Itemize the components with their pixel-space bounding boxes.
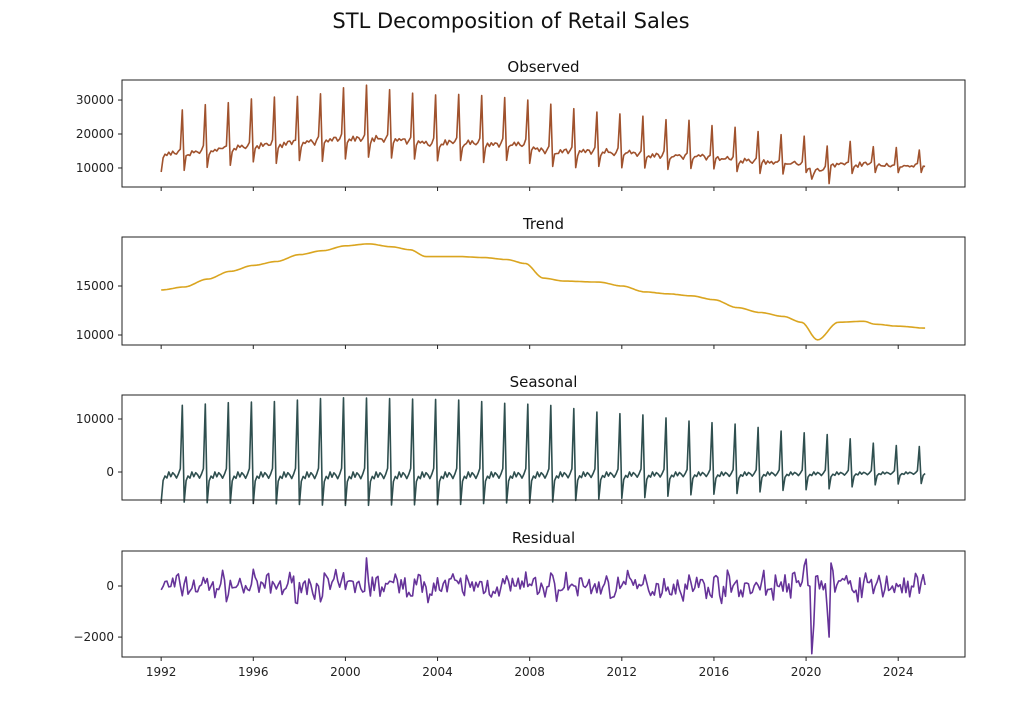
- panel-title-residual: Residual: [512, 529, 575, 547]
- x-tick-label: 2004: [422, 665, 453, 679]
- y-tick-label: 0: [106, 465, 114, 479]
- y-tick-label: 15000: [76, 279, 114, 293]
- panel-trend: Trend 10000 15000: [76, 215, 966, 349]
- x-tick-label: 2024: [883, 665, 914, 679]
- y-tick-label: 10000: [76, 161, 114, 175]
- x-tick-label: 1996: [238, 665, 269, 679]
- y-tick-label: 10000: [76, 412, 114, 426]
- y-tick-label: 10000: [76, 328, 114, 342]
- chart-title: STL Decomposition of Retail Sales: [332, 9, 689, 33]
- x-tick-label: 2012: [607, 665, 638, 679]
- y-tick-label: 30000: [76, 93, 114, 107]
- y-tick-label: 20000: [76, 127, 114, 141]
- y-tick-label: 0: [106, 579, 114, 593]
- x-tick-label: 2020: [791, 665, 822, 679]
- observed-line: [160, 84, 926, 185]
- x-tick-label: 1992: [146, 665, 177, 679]
- axes-frame-seasonal: [121, 394, 966, 501]
- seasonal-line: [160, 397, 926, 507]
- x-tick-label: 2016: [699, 665, 730, 679]
- x-tick-label: 2008: [514, 665, 545, 679]
- trend-line: [161, 243, 926, 341]
- axes-frame-trend: [121, 236, 966, 346]
- panel-seasonal: Seasonal 0 10000: [76, 373, 966, 507]
- panel-residual: Residual −2000 0 1992 1996 2000 2004 2008 2012 20…: [73, 529, 966, 679]
- residual-line: [160, 557, 926, 655]
- x-tick-label: 2000: [330, 665, 361, 679]
- panel-title-seasonal: Seasonal: [510, 373, 578, 391]
- panel-title-trend: Trend: [522, 215, 564, 233]
- axes-frame-residual: [121, 550, 966, 658]
- panel-title-observed: Observed: [507, 58, 579, 76]
- panel-observed: Observed 10000 20000 30000: [76, 58, 966, 191]
- y-tick-label: −2000: [73, 630, 114, 644]
- axes-frame-observed: [121, 79, 966, 188]
